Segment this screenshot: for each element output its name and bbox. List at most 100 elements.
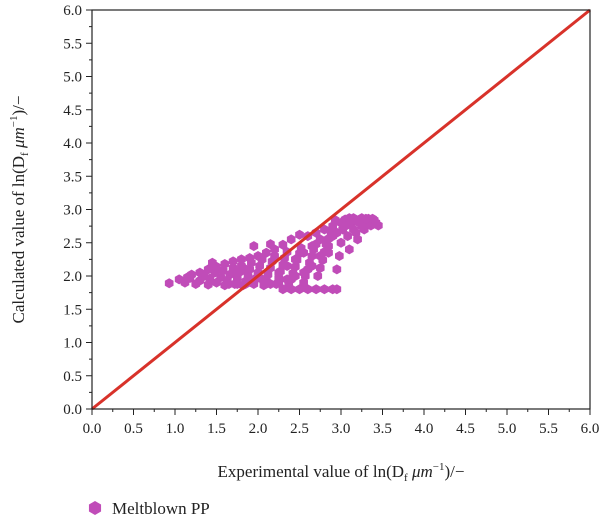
data-point xyxy=(261,247,271,258)
x-tick-label: 4.5 xyxy=(456,421,475,437)
data-point xyxy=(274,277,284,288)
data-point xyxy=(328,231,338,242)
reference-line-layer xyxy=(91,8,591,411)
data-point xyxy=(286,234,296,245)
y-axis-title: Calculated value of ln(Df μm−1)/− xyxy=(8,95,31,323)
y-tick-label: 2.5 xyxy=(63,236,82,252)
data-point xyxy=(315,251,325,262)
data-point xyxy=(295,229,304,240)
data-point xyxy=(245,253,255,264)
x-axis-title-sup: −1 xyxy=(433,461,445,473)
data-point xyxy=(237,254,246,265)
data-point xyxy=(257,274,267,285)
data-point xyxy=(315,263,325,274)
x-tick-label: 5.0 xyxy=(498,421,517,437)
data-point xyxy=(315,234,325,245)
x-tick-label: 6.0 xyxy=(581,421,600,437)
y-tick-label: 4.5 xyxy=(63,103,82,119)
y-tick-label: 5.0 xyxy=(63,70,82,86)
data-point xyxy=(371,217,381,228)
data-point xyxy=(253,251,263,262)
y-tick-label: 3.5 xyxy=(63,169,82,185)
x-tick-label: 1.5 xyxy=(207,421,226,437)
reference-line xyxy=(91,8,591,411)
data-point xyxy=(286,284,296,295)
axis-ticks xyxy=(86,9,591,415)
y-tick-labels: 0.0 0.5 1.0 1.5 2.0 2.5 3.0 3.5 4.0 4.5 5.0 5.5 6.0 xyxy=(63,3,82,418)
data-point xyxy=(266,239,275,250)
data-point xyxy=(282,274,292,285)
data-point xyxy=(291,254,300,265)
data-point xyxy=(336,237,346,248)
data-point xyxy=(205,273,215,284)
legend-marker-hexagon xyxy=(88,501,102,515)
legend: Meltblown PP xyxy=(88,499,210,518)
data-point xyxy=(195,267,205,278)
data-point xyxy=(203,264,213,275)
x-tick-label: 4.0 xyxy=(415,421,434,437)
y-tick-label: 0.0 xyxy=(63,402,82,418)
x-axis-title-unit: μm xyxy=(408,462,433,481)
data-point xyxy=(343,231,352,242)
data-point xyxy=(307,261,317,272)
x-tick-label: 1.0 xyxy=(166,421,185,437)
x-axis-title-main: Experimental value of ln(D xyxy=(218,462,404,481)
data-point xyxy=(303,284,313,295)
data-point xyxy=(320,284,329,295)
x-axis-title: Experimental value of ln(Df μm−1)/− xyxy=(218,461,465,484)
data-point xyxy=(320,224,329,235)
data-point xyxy=(164,278,174,289)
y-tick-label: 2.0 xyxy=(63,269,82,285)
data-point xyxy=(295,284,304,295)
data-point xyxy=(249,241,259,252)
data-point xyxy=(270,251,279,262)
data-point xyxy=(224,278,234,289)
data-point xyxy=(232,267,242,278)
data-point xyxy=(278,239,288,250)
y-axis-title-unit: μm xyxy=(9,127,28,152)
y-tick-label: 1.5 xyxy=(63,302,82,318)
data-point xyxy=(313,271,323,281)
data-point xyxy=(299,247,308,258)
x-axis-title-sub: f xyxy=(404,472,408,484)
data-point xyxy=(220,259,230,270)
data-point xyxy=(278,284,288,295)
x-tick-label: 5.5 xyxy=(539,421,558,437)
x-tick-label: 2.0 xyxy=(249,421,268,437)
y-axis-title-tail: )/− xyxy=(9,95,28,115)
data-point xyxy=(291,271,300,281)
y-axis-title-sup: −1 xyxy=(8,115,20,127)
y-tick-label: 6.0 xyxy=(63,3,82,19)
data-point xyxy=(324,241,333,252)
x-tick-label: 3.5 xyxy=(373,421,392,437)
data-point xyxy=(344,244,354,255)
x-tick-label: 2.5 xyxy=(290,421,309,437)
data-point xyxy=(353,234,362,245)
data-point xyxy=(232,278,242,289)
data-point xyxy=(282,261,292,272)
x-tick-labels: 0.0 0.5 1.0 1.5 2.0 2.5 3.0 3.5 4.0 4.5 5.0 5.5 6.0 xyxy=(83,421,600,437)
data-point xyxy=(183,272,192,283)
x-tick-label: 3.0 xyxy=(332,421,351,437)
data-point xyxy=(241,264,250,275)
y-tick-label: 5.5 xyxy=(63,36,82,52)
data-point xyxy=(344,213,354,224)
x-axis-title-tail: )/− xyxy=(444,462,464,481)
data-points xyxy=(164,213,383,295)
data-point xyxy=(228,256,238,267)
legend-label: Meltblown PP xyxy=(112,499,210,518)
x-tick-label: 0.0 xyxy=(83,421,102,437)
data-point xyxy=(357,221,367,232)
data-point xyxy=(349,224,358,235)
data-point xyxy=(266,278,275,289)
y-axis-title-main: Calculated value of ln(D xyxy=(9,156,28,324)
data-point xyxy=(208,257,217,268)
data-point xyxy=(361,213,371,224)
y-tick-label: 1.0 xyxy=(63,336,82,352)
x-tick-label: 0.5 xyxy=(124,421,143,437)
data-point xyxy=(335,251,344,262)
data-point xyxy=(332,284,342,295)
y-axis-title-sub: f xyxy=(19,152,31,156)
data-point xyxy=(311,284,321,295)
